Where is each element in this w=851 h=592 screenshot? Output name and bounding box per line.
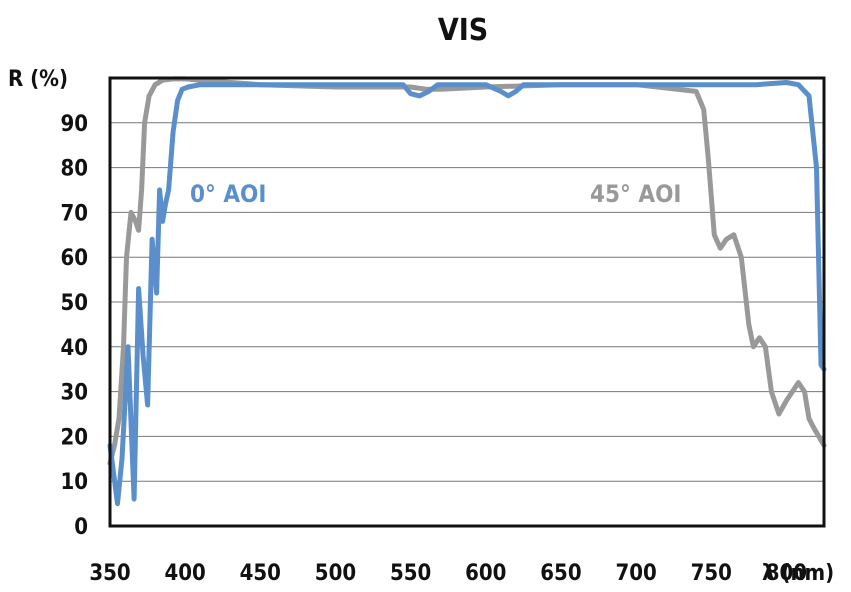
x-tick-label: 350	[89, 561, 130, 586]
y-tick-label: 30	[60, 381, 88, 406]
series-lines	[107, 76, 827, 507]
x-tick-label: 550	[390, 561, 431, 586]
y-tick-label: 90	[60, 112, 88, 137]
x-tick-label: 700	[615, 561, 656, 586]
x-tick-label: 750	[691, 561, 732, 586]
series-label-0deg: 0° AOI	[190, 180, 266, 208]
x-tick-label: 450	[240, 561, 281, 586]
x-tick-label: 600	[465, 561, 506, 586]
y-axis-label: R (%)	[8, 67, 68, 92]
x-tick-label: 400	[164, 561, 205, 586]
y-tick-labels: 0 10 20 30 40 50 60 70 80 90	[60, 112, 88, 540]
series-label-45deg: 45° AOI	[590, 180, 681, 208]
x-tick-label: 800	[766, 561, 807, 586]
chart-title: VIS	[438, 13, 488, 48]
x-tick-labels: 350 400 450 500 550 600 650 700 750 800	[89, 561, 807, 586]
x-axis-label: λ (nm)	[762, 561, 834, 586]
grid-lines	[110, 122, 824, 482]
y-tick-label: 10	[60, 470, 88, 495]
x-tick-label: 500	[315, 561, 356, 586]
y-tick-label: 60	[60, 246, 88, 271]
y-tick-label: 20	[60, 425, 88, 450]
y-tick-label: 80	[60, 157, 88, 182]
y-tick-label: 40	[60, 336, 88, 361]
series-line-1	[107, 76, 827, 466]
x-tick-label: 650	[540, 561, 581, 586]
y-tick-label: 50	[60, 291, 88, 316]
y-tick-label: 70	[60, 201, 88, 226]
series-line-0	[107, 80, 827, 507]
plot-frame	[108, 76, 826, 528]
y-tick-label: 0	[74, 515, 88, 540]
